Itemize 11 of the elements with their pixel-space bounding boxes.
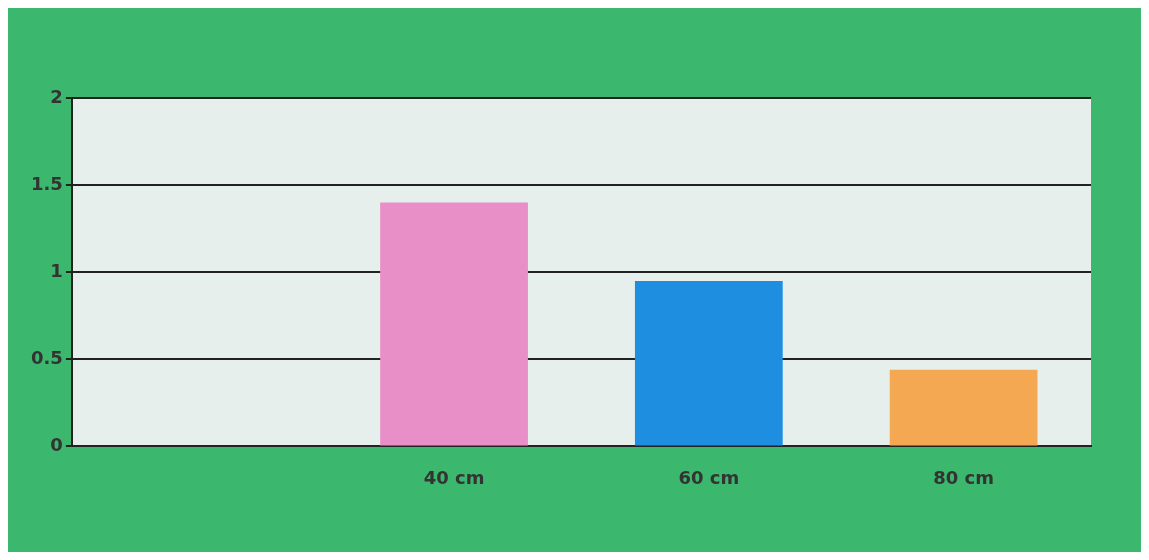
bar	[889, 369, 1038, 446]
x-tick-label: 80 cm	[933, 466, 994, 488]
bar	[380, 202, 528, 446]
bar	[634, 280, 783, 446]
x-tick-label: 40 cm	[423, 466, 485, 488]
y-tick-label: 1.5	[31, 172, 63, 194]
y-tick-label: 1	[50, 259, 63, 281]
x-tick-label: 60 cm	[678, 466, 740, 488]
y-tick-label: 2	[50, 85, 63, 107]
y-tick-label: 0	[50, 434, 63, 456]
y-tick-label: 0.5	[31, 346, 63, 368]
